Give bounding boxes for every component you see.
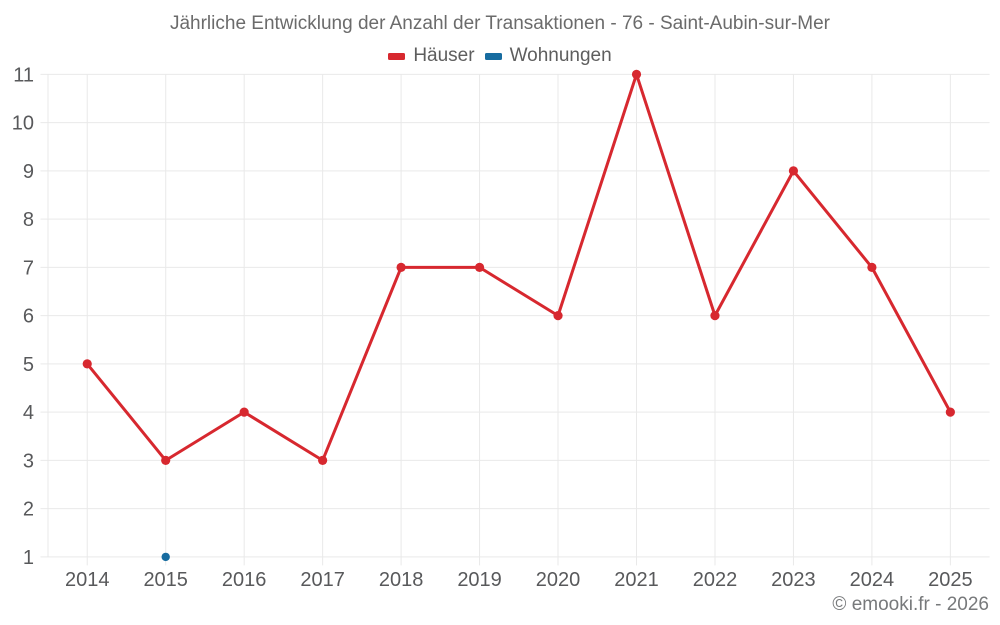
y-axis-label-8: 8 (23, 209, 34, 231)
legend-swatch-wohnungen-icon (484, 52, 502, 60)
x-axis-label-2019: 2019 (457, 569, 502, 591)
axis-labels: 1 2 3 4 5 6 7 8 9 10 11 2014 2015 2016 2017 2018 2019 202… (12, 64, 973, 591)
data-point-häuser[interactable] (788, 166, 799, 176)
chart-legend: Häuser Wohnungen (0, 45, 1000, 67)
data-point-häuser[interactable] (161, 455, 171, 465)
copyright-watermark: © emooki.fr - 2026 (832, 594, 989, 615)
data-point-häuser[interactable] (396, 262, 406, 272)
y-axis-label-4: 4 (23, 402, 34, 424)
data-point-häuser[interactable] (239, 407, 249, 417)
x-axis-label-2025: 2025 (928, 569, 973, 591)
data-point-häuser[interactable] (631, 69, 642, 79)
gridlines (40, 73, 990, 566)
y-axis-label-10: 10 (12, 113, 34, 135)
x-axis-label-2016: 2016 (222, 569, 267, 591)
x-axis-label-2023: 2023 (771, 569, 816, 591)
series-wohnungen (161, 552, 170, 562)
legend-label-wohnungen: Wohnungen (509, 45, 612, 66)
legend-item-wohnungen[interactable]: Wohnungen (484, 45, 612, 67)
y-axis-label-3: 3 (23, 450, 34, 472)
y-axis-label-6: 6 (23, 306, 34, 328)
x-axis-label-2015: 2015 (143, 569, 188, 591)
y-axis-label-1: 1 (23, 547, 34, 569)
data-point-häuser[interactable] (867, 262, 877, 272)
series-häuser (82, 69, 955, 465)
data-point-häuser[interactable] (82, 359, 92, 369)
chart-title: Jährliche Entwicklung der Anzahl der Tra… (169, 13, 831, 34)
x-axis-label-2018: 2018 (379, 569, 424, 591)
legend-item-haeuser[interactable]: Häuser (388, 45, 475, 67)
data-point-wohnungen[interactable] (161, 552, 170, 562)
data-point-häuser[interactable] (710, 311, 720, 321)
series-line-häuser (85, 72, 952, 462)
legend-swatch-haeuser-icon (388, 52, 406, 60)
data-point-häuser[interactable] (474, 262, 485, 272)
y-axis-label-11: 11 (13, 64, 34, 86)
x-axis-label-2024: 2024 (850, 569, 895, 591)
data-point-häuser[interactable] (945, 407, 955, 417)
x-axis-label-2020: 2020 (536, 569, 581, 591)
data-point-häuser[interactable] (318, 455, 328, 465)
legend-label-haeuser: Häuser (413, 45, 475, 66)
y-axis-label-9: 9 (23, 161, 34, 183)
data-point-häuser[interactable] (553, 311, 563, 321)
x-axis-label-2021: 2021 (614, 569, 659, 591)
y-axis-label-7: 7 (23, 257, 34, 279)
x-axis-label-2014: 2014 (65, 569, 110, 591)
y-axis-label-5: 5 (23, 354, 34, 376)
x-axis-label-2022: 2022 (693, 569, 738, 591)
x-axis-label-2017: 2017 (300, 569, 345, 591)
y-axis-label-2: 2 (23, 499, 34, 521)
